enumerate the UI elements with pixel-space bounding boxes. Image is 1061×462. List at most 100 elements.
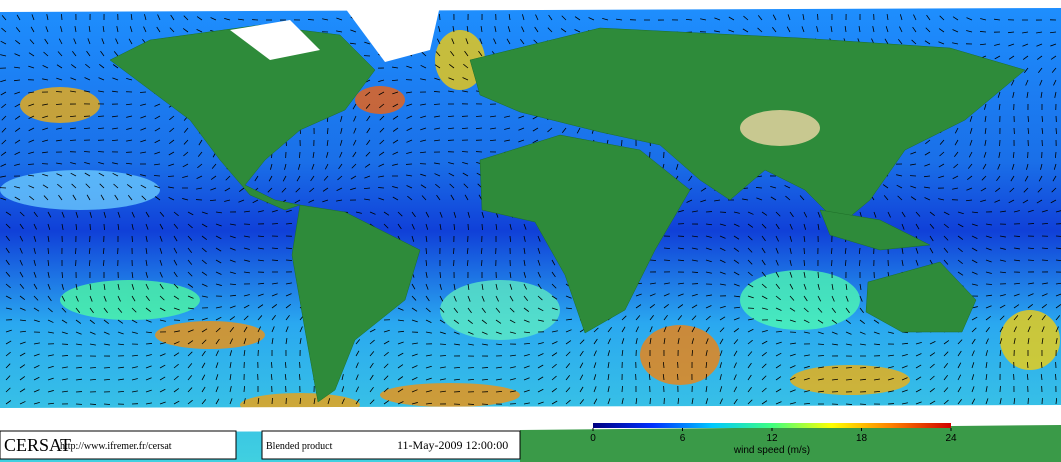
wind-arrow <box>602 18 609 21</box>
wind-arrow <box>366 139 371 146</box>
wind-arrow <box>238 18 245 21</box>
wind-arrow <box>271 361 273 369</box>
wind-arrow <box>89 295 93 302</box>
wind-arrow <box>565 329 572 333</box>
wind-arrow <box>506 38 511 45</box>
wind-arrow <box>439 307 445 313</box>
wind-arrow <box>481 319 487 324</box>
wind-arrow <box>719 374 722 381</box>
wind-arrow <box>1041 127 1044 135</box>
wind-arrow <box>789 342 796 345</box>
wind-arrow <box>229 294 237 297</box>
wind-arrow <box>271 338 274 345</box>
wind-arrow <box>27 163 35 165</box>
wind-arrow <box>19 259 23 266</box>
wind-arrow <box>439 355 447 357</box>
wind-arrow <box>1038 67 1043 73</box>
wind-arrow <box>47 247 49 255</box>
wind-arrow <box>243 350 246 357</box>
wind-arrow <box>47 331 54 334</box>
wind-arrow <box>859 307 864 314</box>
wind-arrow <box>392 163 399 166</box>
wind-arrow <box>1055 127 1057 135</box>
wind-arrow <box>467 331 474 335</box>
wind-arrow <box>369 328 376 333</box>
wind-arrow <box>295 187 301 193</box>
wind-arrow <box>957 247 963 253</box>
wind-arrow <box>112 115 119 118</box>
wind-arrow <box>439 295 444 302</box>
wind-arrow <box>1041 247 1049 249</box>
wind-arrow <box>131 390 138 393</box>
wind-arrow <box>523 283 527 290</box>
wind-arrow <box>145 331 153 334</box>
wind-arrow <box>700 18 707 21</box>
wind-arrow <box>42 78 49 81</box>
wind-arrow <box>210 175 217 180</box>
wind-arrow <box>1013 326 1017 333</box>
wind-arrow <box>285 293 292 297</box>
wind-arrow <box>364 198 371 201</box>
wind-arrow <box>509 271 512 278</box>
wind-arrow <box>1027 338 1030 345</box>
wind-arrow <box>383 223 389 229</box>
wind-arrow <box>309 187 315 193</box>
wind-arrow <box>117 331 124 335</box>
wind-arrow <box>145 402 152 405</box>
wind-arrow <box>420 64 427 69</box>
wind-arrow <box>75 247 77 255</box>
wind-arrow <box>747 374 752 381</box>
wind-arrow <box>733 306 741 309</box>
wind-arrow <box>915 223 920 230</box>
wind-arrow <box>169 115 175 121</box>
wind-arrow <box>33 283 38 290</box>
wind-arrow <box>761 363 767 369</box>
wind-arrow <box>97 115 105 117</box>
wind-arrow <box>224 187 231 192</box>
wind-arrow <box>831 331 838 335</box>
wind-arrow <box>523 354 530 357</box>
wind-arrow <box>131 271 134 278</box>
wind-arrow <box>47 354 54 357</box>
wind-arrow <box>980 18 987 21</box>
wind-arrow <box>719 350 723 357</box>
wind-arrow <box>98 162 105 165</box>
wind-arrow <box>1008 199 1015 204</box>
wind-arrow <box>187 223 193 229</box>
wind-arrow <box>761 400 768 405</box>
wind-arrow <box>1022 43 1029 47</box>
wind-arrow <box>845 283 848 290</box>
wind-arrow <box>775 330 783 333</box>
wind-arrow <box>0 151 7 156</box>
wind-arrow <box>775 307 782 311</box>
wind-arrow <box>789 211 794 218</box>
wind-arrow <box>901 402 908 405</box>
wind-arrow <box>145 307 151 312</box>
wind-arrow <box>47 283 51 290</box>
colorbar <box>593 423 951 428</box>
wind-arrow <box>677 293 684 297</box>
wind-arrow <box>364 163 371 168</box>
wind-arrow <box>593 398 598 405</box>
wind-arrow <box>688 175 693 182</box>
wind-arrow <box>0 163 7 167</box>
wind-arrow <box>705 338 709 345</box>
wind-arrow <box>257 398 260 405</box>
wind-arrow <box>187 340 194 345</box>
wind-arrow <box>957 271 964 276</box>
wind-arrow <box>1036 43 1043 47</box>
wind-arrow <box>312 151 315 158</box>
wind-arrow <box>985 294 992 297</box>
wind-arrow <box>873 390 881 393</box>
colorbar-tick-label: 0 <box>590 433 596 444</box>
wind-arrow <box>534 26 539 33</box>
wind-arrow <box>969 115 973 122</box>
wind-arrow <box>733 295 741 298</box>
wind-arrow <box>593 386 597 393</box>
wind-arrow <box>182 175 189 178</box>
wind-arrow <box>355 350 360 357</box>
wind-arrow <box>113 51 119 57</box>
wind-arrow <box>1053 163 1057 170</box>
wind-arrow <box>453 343 460 346</box>
wind-arrow <box>29 195 35 201</box>
